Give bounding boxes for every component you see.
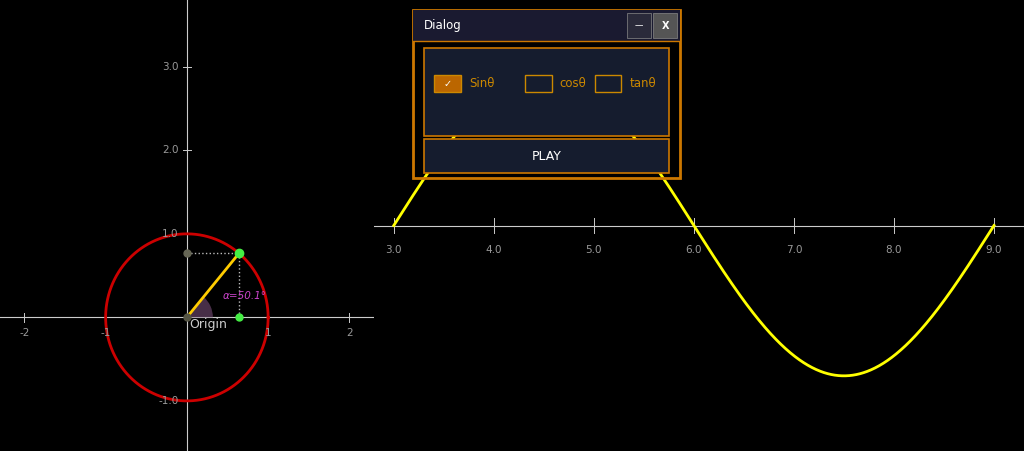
- Text: 3.0: 3.0: [162, 62, 179, 72]
- Text: 2: 2: [346, 328, 352, 338]
- Text: Origin: Origin: [189, 318, 227, 331]
- FancyBboxPatch shape: [424, 48, 670, 136]
- FancyBboxPatch shape: [413, 10, 680, 41]
- Text: -1: -1: [100, 328, 111, 338]
- Text: Sinθ: Sinθ: [469, 77, 495, 90]
- FancyBboxPatch shape: [434, 75, 461, 92]
- Text: 5.0: 5.0: [586, 245, 602, 255]
- Text: 2.0: 2.0: [162, 145, 179, 155]
- Text: 7.0: 7.0: [785, 245, 802, 255]
- Text: -1.0: -1.0: [159, 396, 179, 406]
- Text: ✓: ✓: [443, 78, 452, 88]
- FancyBboxPatch shape: [424, 139, 670, 173]
- Text: PLAY: PLAY: [531, 150, 561, 163]
- Text: 6.0: 6.0: [686, 245, 702, 255]
- FancyBboxPatch shape: [627, 14, 650, 38]
- Text: Dialog: Dialog: [424, 19, 462, 32]
- Text: 3.0: 3.0: [385, 245, 402, 255]
- Text: α=50.1°: α=50.1°: [222, 291, 266, 301]
- Wedge shape: [186, 297, 213, 318]
- Text: 8.0: 8.0: [886, 245, 902, 255]
- Text: 9.0: 9.0: [986, 245, 1002, 255]
- Text: 1.0: 1.0: [162, 229, 179, 239]
- Text: —: —: [635, 21, 643, 30]
- Text: tanθ: tanθ: [630, 77, 656, 90]
- Text: D: D: [469, 90, 477, 100]
- Text: X: X: [662, 21, 669, 31]
- Text: cosθ: cosθ: [560, 77, 587, 90]
- Text: -2: -2: [19, 328, 30, 338]
- Text: 4.0: 4.0: [485, 245, 502, 255]
- Text: 1: 1: [265, 328, 271, 338]
- FancyBboxPatch shape: [653, 14, 677, 38]
